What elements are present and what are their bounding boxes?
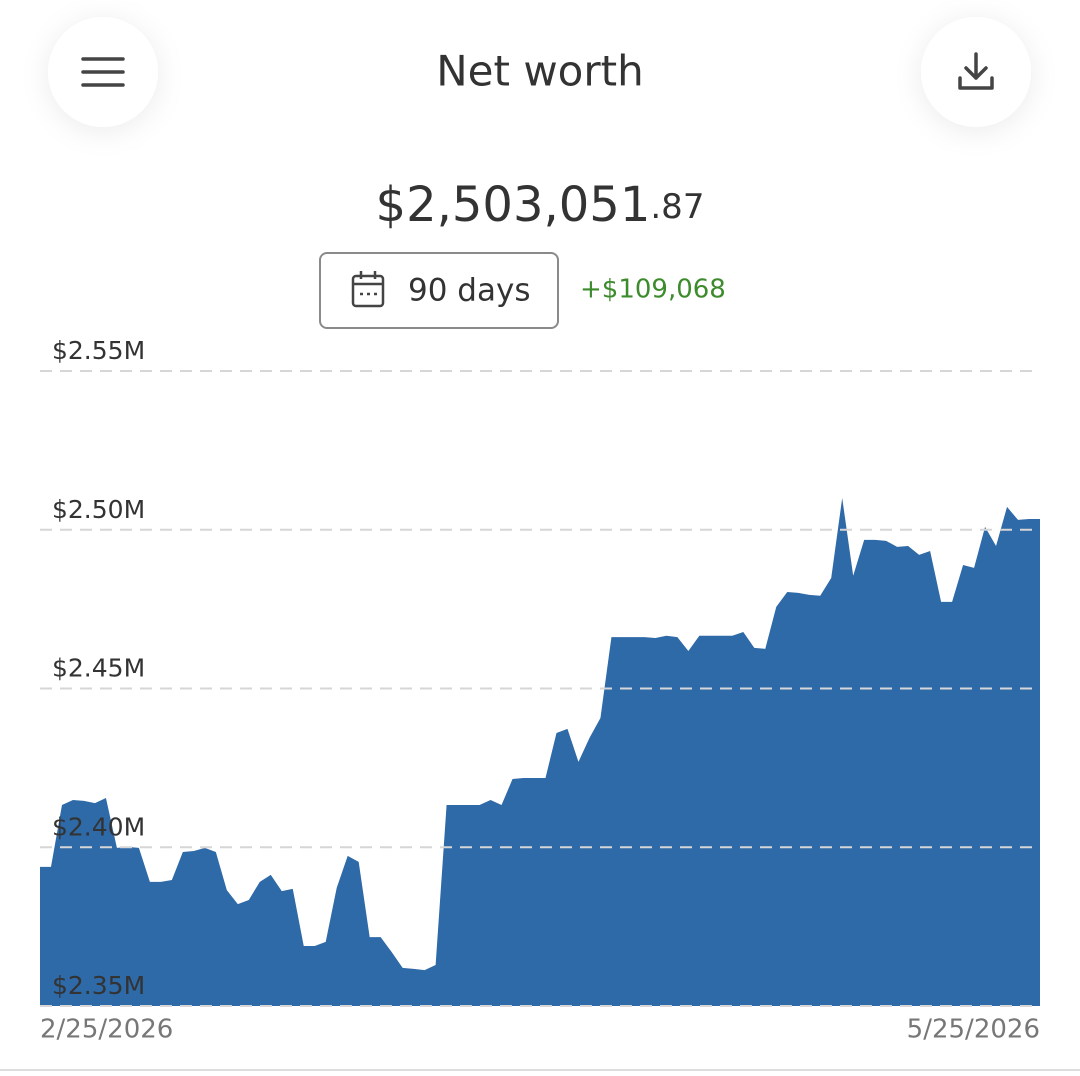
x-tick-label: 5/25/2026 — [907, 1015, 1040, 1045]
y-tick-label: $2.35M — [52, 971, 145, 1000]
x-tick-label: 2/25/2026 — [40, 1015, 173, 1045]
balance-cents: .87 — [650, 187, 704, 227]
download-button[interactable] — [921, 17, 1031, 127]
y-tick-label: $2.50M — [52, 495, 145, 524]
period-button[interactable]: 90 days — [319, 252, 559, 329]
balance: $2,503,051.87 — [376, 177, 705, 233]
y-tick-label: $2.40M — [52, 812, 145, 841]
period-label: 90 days — [408, 273, 530, 309]
y-tick-label: $2.55M — [52, 336, 145, 365]
balance-dollars: $2,503,051 — [376, 177, 651, 233]
change-amount: +$109,068 — [580, 275, 726, 305]
y-tick-label: $2.45M — [52, 654, 145, 683]
page-title: Net worth — [436, 47, 643, 96]
area — [40, 498, 1040, 1006]
menu-button[interactable] — [48, 17, 158, 127]
